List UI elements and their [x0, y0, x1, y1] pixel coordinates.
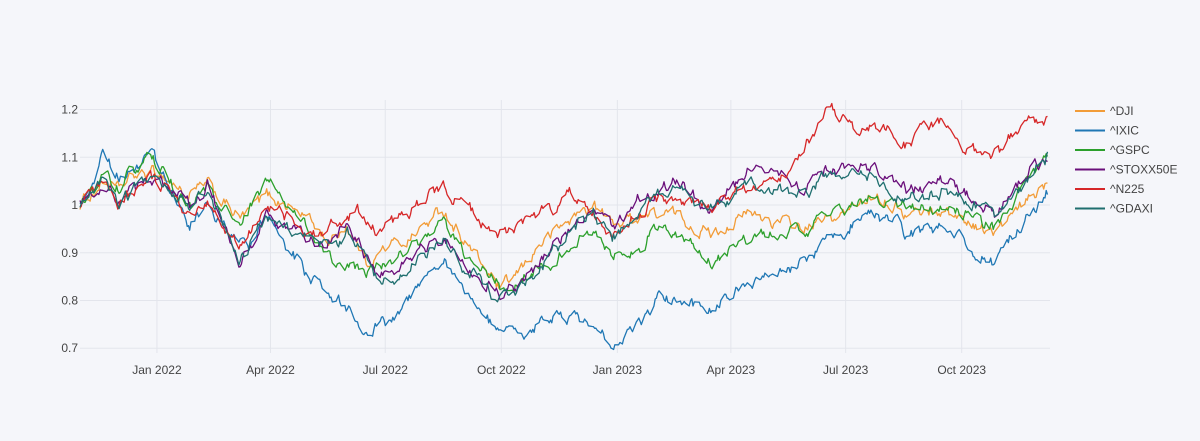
x-tick-label: Jan 2023	[593, 363, 643, 377]
x-tick-label: Apr 2023	[707, 363, 756, 377]
y-tick-label: 1.2	[61, 103, 78, 117]
legend-item[interactable]: ^GSPC	[1075, 143, 1150, 157]
x-tick-label: Jul 2022	[363, 363, 409, 377]
series-line-n225[interactable]	[79, 102, 1048, 250]
legend-item[interactable]: ^GDAXI	[1075, 202, 1153, 216]
series-line-stoxx50e[interactable]	[79, 158, 1048, 301]
legend[interactable]: ^DJI ^IXIC ^GSPC ^STOXX50E ^N225 ^GDAXI	[1075, 104, 1177, 216]
legend-label: ^N225	[1110, 182, 1145, 196]
x-tick-label: Apr 2022	[246, 363, 295, 377]
legend-item[interactable]: ^STOXX50E	[1075, 163, 1177, 177]
series-line-gspc[interactable]	[79, 151, 1049, 294]
series-layer	[79, 102, 1049, 351]
grid-layer	[80, 100, 1050, 353]
legend-label: ^GDAXI	[1110, 202, 1153, 216]
series-line-dji[interactable]	[79, 164, 1048, 289]
legend-label: ^DJI	[1110, 104, 1134, 118]
legend-label: ^IXIC	[1110, 124, 1139, 138]
y-tick-label: 0.7	[61, 341, 78, 355]
x-tick-label: Oct 2023	[937, 363, 986, 377]
y-tick-label: 1.1	[61, 150, 78, 164]
series-line-ixic[interactable]	[79, 148, 1049, 351]
legend-item[interactable]: ^N225	[1075, 182, 1145, 196]
x-tick-label: Oct 2022	[477, 363, 526, 377]
x-tick-label: Jul 2023	[823, 363, 869, 377]
legend-item[interactable]: ^DJI	[1075, 104, 1134, 118]
axis-layer: 0.7 0.8 0.9 1 1.1 1.2 Jan 2022 Apr 2022 Jul 2022…	[61, 103, 986, 377]
y-tick-label: 1	[71, 198, 78, 212]
legend-label: ^GSPC	[1110, 143, 1150, 157]
x-tick-label: Jan 2022	[132, 363, 182, 377]
y-tick-label: 0.8	[61, 293, 78, 307]
legend-label: ^STOXX50E	[1110, 163, 1177, 177]
legend-item[interactable]: ^IXIC	[1075, 124, 1139, 138]
series-line-gdaxi[interactable]	[79, 151, 1049, 303]
y-tick-label: 0.9	[61, 246, 78, 260]
